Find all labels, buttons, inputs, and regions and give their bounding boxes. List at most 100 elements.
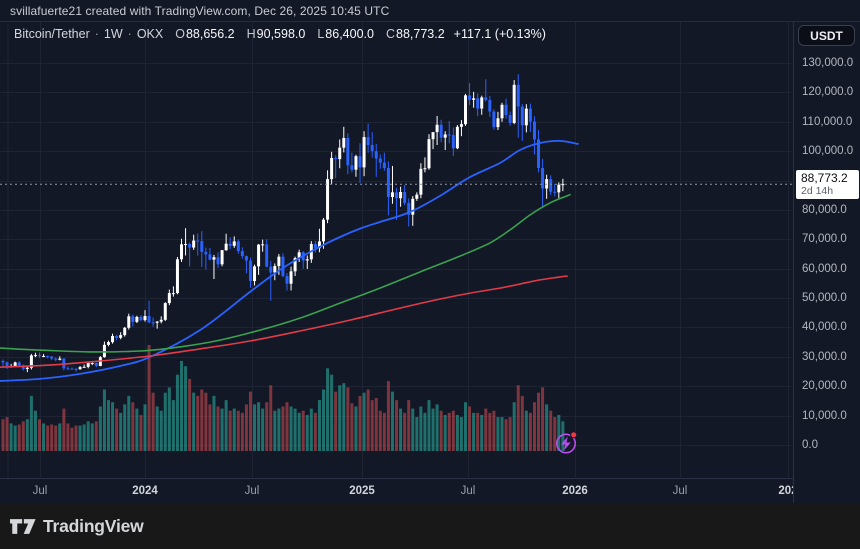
candle-body: [366, 137, 370, 146]
candle-body: [386, 167, 390, 198]
price-tick-label: 70,000.0: [802, 233, 847, 246]
candle-body: [557, 184, 561, 193]
candle-body: [273, 266, 277, 273]
candle-body: [532, 121, 536, 140]
volume-bar: [395, 400, 399, 451]
volume-bar: [374, 398, 378, 451]
volume-bar: [443, 414, 447, 451]
candle-body: [82, 366, 86, 368]
volume-bar: [167, 387, 171, 451]
volume-bar: [224, 400, 228, 451]
candle-body: [427, 139, 431, 169]
candle-body: [50, 356, 54, 359]
volume-bar: [309, 408, 313, 451]
candle-body: [70, 368, 74, 370]
volume-bar: [496, 417, 500, 451]
candle-body: [390, 192, 394, 198]
volume-bar: [273, 410, 277, 451]
volume-bar: [98, 406, 102, 451]
candle-body: [167, 293, 171, 304]
volume-bar: [90, 423, 94, 451]
candle-body: [143, 316, 147, 321]
volume-bar: [147, 345, 151, 451]
candle-body: [346, 137, 350, 166]
candle-body: [395, 192, 399, 199]
candle-body: [362, 137, 366, 168]
candle-body: [147, 316, 151, 323]
volume-bar: [285, 402, 289, 451]
volume-bar: [123, 404, 127, 451]
volume-bar: [484, 408, 488, 451]
candle-body: [541, 167, 545, 189]
volume-bar: [330, 374, 334, 451]
candle-body: [488, 100, 492, 112]
volume-bar: [334, 391, 338, 451]
time-tick-label: 2025: [349, 485, 375, 497]
candle-body: [480, 97, 484, 109]
volume-bar: [317, 400, 321, 451]
volume-bar: [346, 387, 350, 451]
candle-body: [232, 241, 236, 246]
candle-body: [38, 355, 42, 357]
volume-bar: [516, 385, 520, 451]
candle-body: [74, 368, 78, 370]
candle-body: [411, 198, 415, 215]
volume-bar: [192, 392, 196, 451]
candle-body: [94, 363, 98, 366]
volume-bar: [135, 408, 139, 451]
volume-bar: [439, 410, 443, 451]
volume-bar: [155, 406, 159, 451]
price-tick-label: 40,000.0: [802, 321, 847, 334]
candle-body: [21, 365, 25, 369]
volume-bar: [50, 424, 54, 451]
volume-bar: [277, 408, 281, 451]
currency-toggle-button[interactable]: USDT: [798, 25, 855, 46]
price-axis[interactable]: USDT 130,000.0 120,000.0 110,000.0 100,000.…: [793, 22, 860, 503]
time-tick-label: Jul: [672, 485, 688, 497]
candle-body: [484, 97, 488, 101]
attribution-text: svillafuerte21 created with TradingView.…: [10, 3, 390, 18]
candle-body: [42, 355, 46, 357]
volume-bar: [111, 402, 115, 451]
candle-body: [33, 355, 37, 357]
candle-body: [111, 336, 115, 343]
candle-body: [504, 104, 508, 116]
candle-body: [399, 192, 403, 199]
ohlc-low-value: 86,400.0: [325, 27, 374, 41]
attribution-bar: svillafuerte21 created with TradingView.…: [0, 0, 860, 22]
volume-bar: [520, 395, 524, 451]
time-axis[interactable]: Jul 2024 Jul 2025 Jul 2026 Jul 202: [0, 478, 793, 503]
tradingview-brand-text[interactable]: TradingView: [43, 515, 144, 536]
volume-bar: [326, 368, 330, 451]
volume-bar: [313, 412, 317, 451]
volume-bar: [42, 423, 46, 451]
candle-body: [326, 179, 330, 220]
volume-bar: [29, 395, 33, 451]
volume-bar: [236, 410, 240, 451]
candle-body: [46, 355, 50, 357]
volume-bar: [232, 408, 236, 451]
candle-body: [459, 124, 463, 127]
legend-symbol[interactable]: Bitcoin/Tether: [14, 27, 90, 41]
volume-bar: [378, 410, 382, 451]
legend-interval[interactable]: 1W: [103, 27, 123, 41]
legend-separator: ·: [127, 27, 132, 41]
candle-body: [476, 98, 480, 109]
candle-body: [524, 108, 528, 126]
candle-body: [106, 342, 110, 345]
candle-body: [253, 266, 257, 282]
candle-body: [492, 111, 496, 128]
volume-bar: [342, 383, 346, 451]
last-price-value: 88,773.2: [801, 171, 848, 186]
volume-bar: [102, 389, 106, 451]
candle-body: [265, 244, 269, 267]
tradingview-logo-icon[interactable]: [10, 518, 36, 535]
candle-body: [180, 244, 184, 260]
alert-lightning-icon[interactable]: [555, 431, 578, 454]
price-change-value: +117.1 (+0.13%): [453, 27, 546, 41]
volume-bar: [553, 417, 557, 451]
candle-body: [313, 244, 317, 249]
volume-bar: [175, 374, 179, 451]
candle-body: [549, 179, 553, 192]
